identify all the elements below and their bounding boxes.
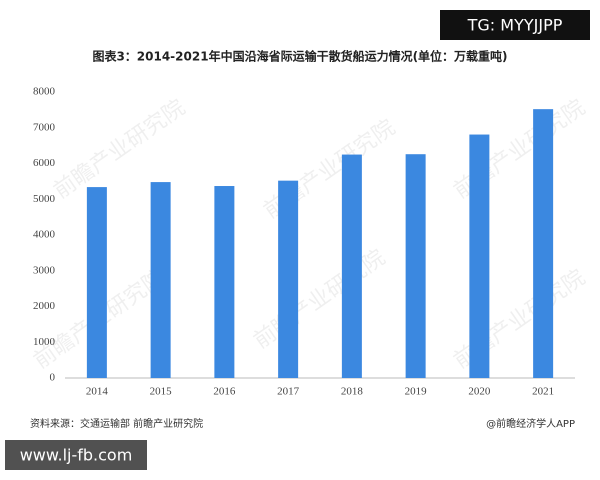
x-tick-label: 2019: [405, 386, 428, 398]
y-tick-label: 3000: [33, 264, 56, 276]
x-tick-label: 2018: [341, 386, 364, 398]
y-tick-label: 5000: [33, 193, 56, 205]
overlay-box: [5, 440, 147, 470]
source: 资料来源：交通运输部 前瞻产业研究院: [30, 417, 203, 430]
y-tick-label: 8000: [33, 86, 56, 98]
x-tick-label: 2015: [150, 386, 173, 398]
bar: [86, 187, 107, 378]
y-tick-label: 2000: [33, 300, 56, 312]
y-tick-label: 4000: [33, 229, 56, 241]
credit: @前瞻经济学人APP: [486, 417, 575, 430]
bar: [341, 154, 362, 378]
bar: [150, 182, 171, 378]
bar: [533, 109, 554, 378]
bar: [405, 154, 426, 378]
overlay-text: TG: MYYJJPP: [467, 16, 563, 35]
y-tick-label: 1000: [33, 336, 56, 348]
y-tick-label: 0: [50, 372, 56, 384]
bar: [469, 134, 490, 378]
y-tick-label: 7000: [33, 121, 56, 133]
overlay-box: [440, 10, 590, 40]
overlay-text: www.lj-fb.com: [20, 446, 133, 465]
x-tick-label: 2016: [213, 386, 236, 398]
x-tick-label: 2021: [532, 386, 554, 398]
x-tick-label: 2020: [468, 386, 491, 398]
x-tick-label: 2017: [277, 386, 300, 398]
x-tick-label: 2014: [86, 386, 109, 398]
chart-title: 图表3：2014-2021年中国沿海省际运输干散货船运力情况(单位：万载重吨): [92, 49, 507, 64]
y-tick-label: 6000: [33, 157, 56, 169]
bar: [278, 180, 299, 378]
bar: [214, 186, 235, 378]
